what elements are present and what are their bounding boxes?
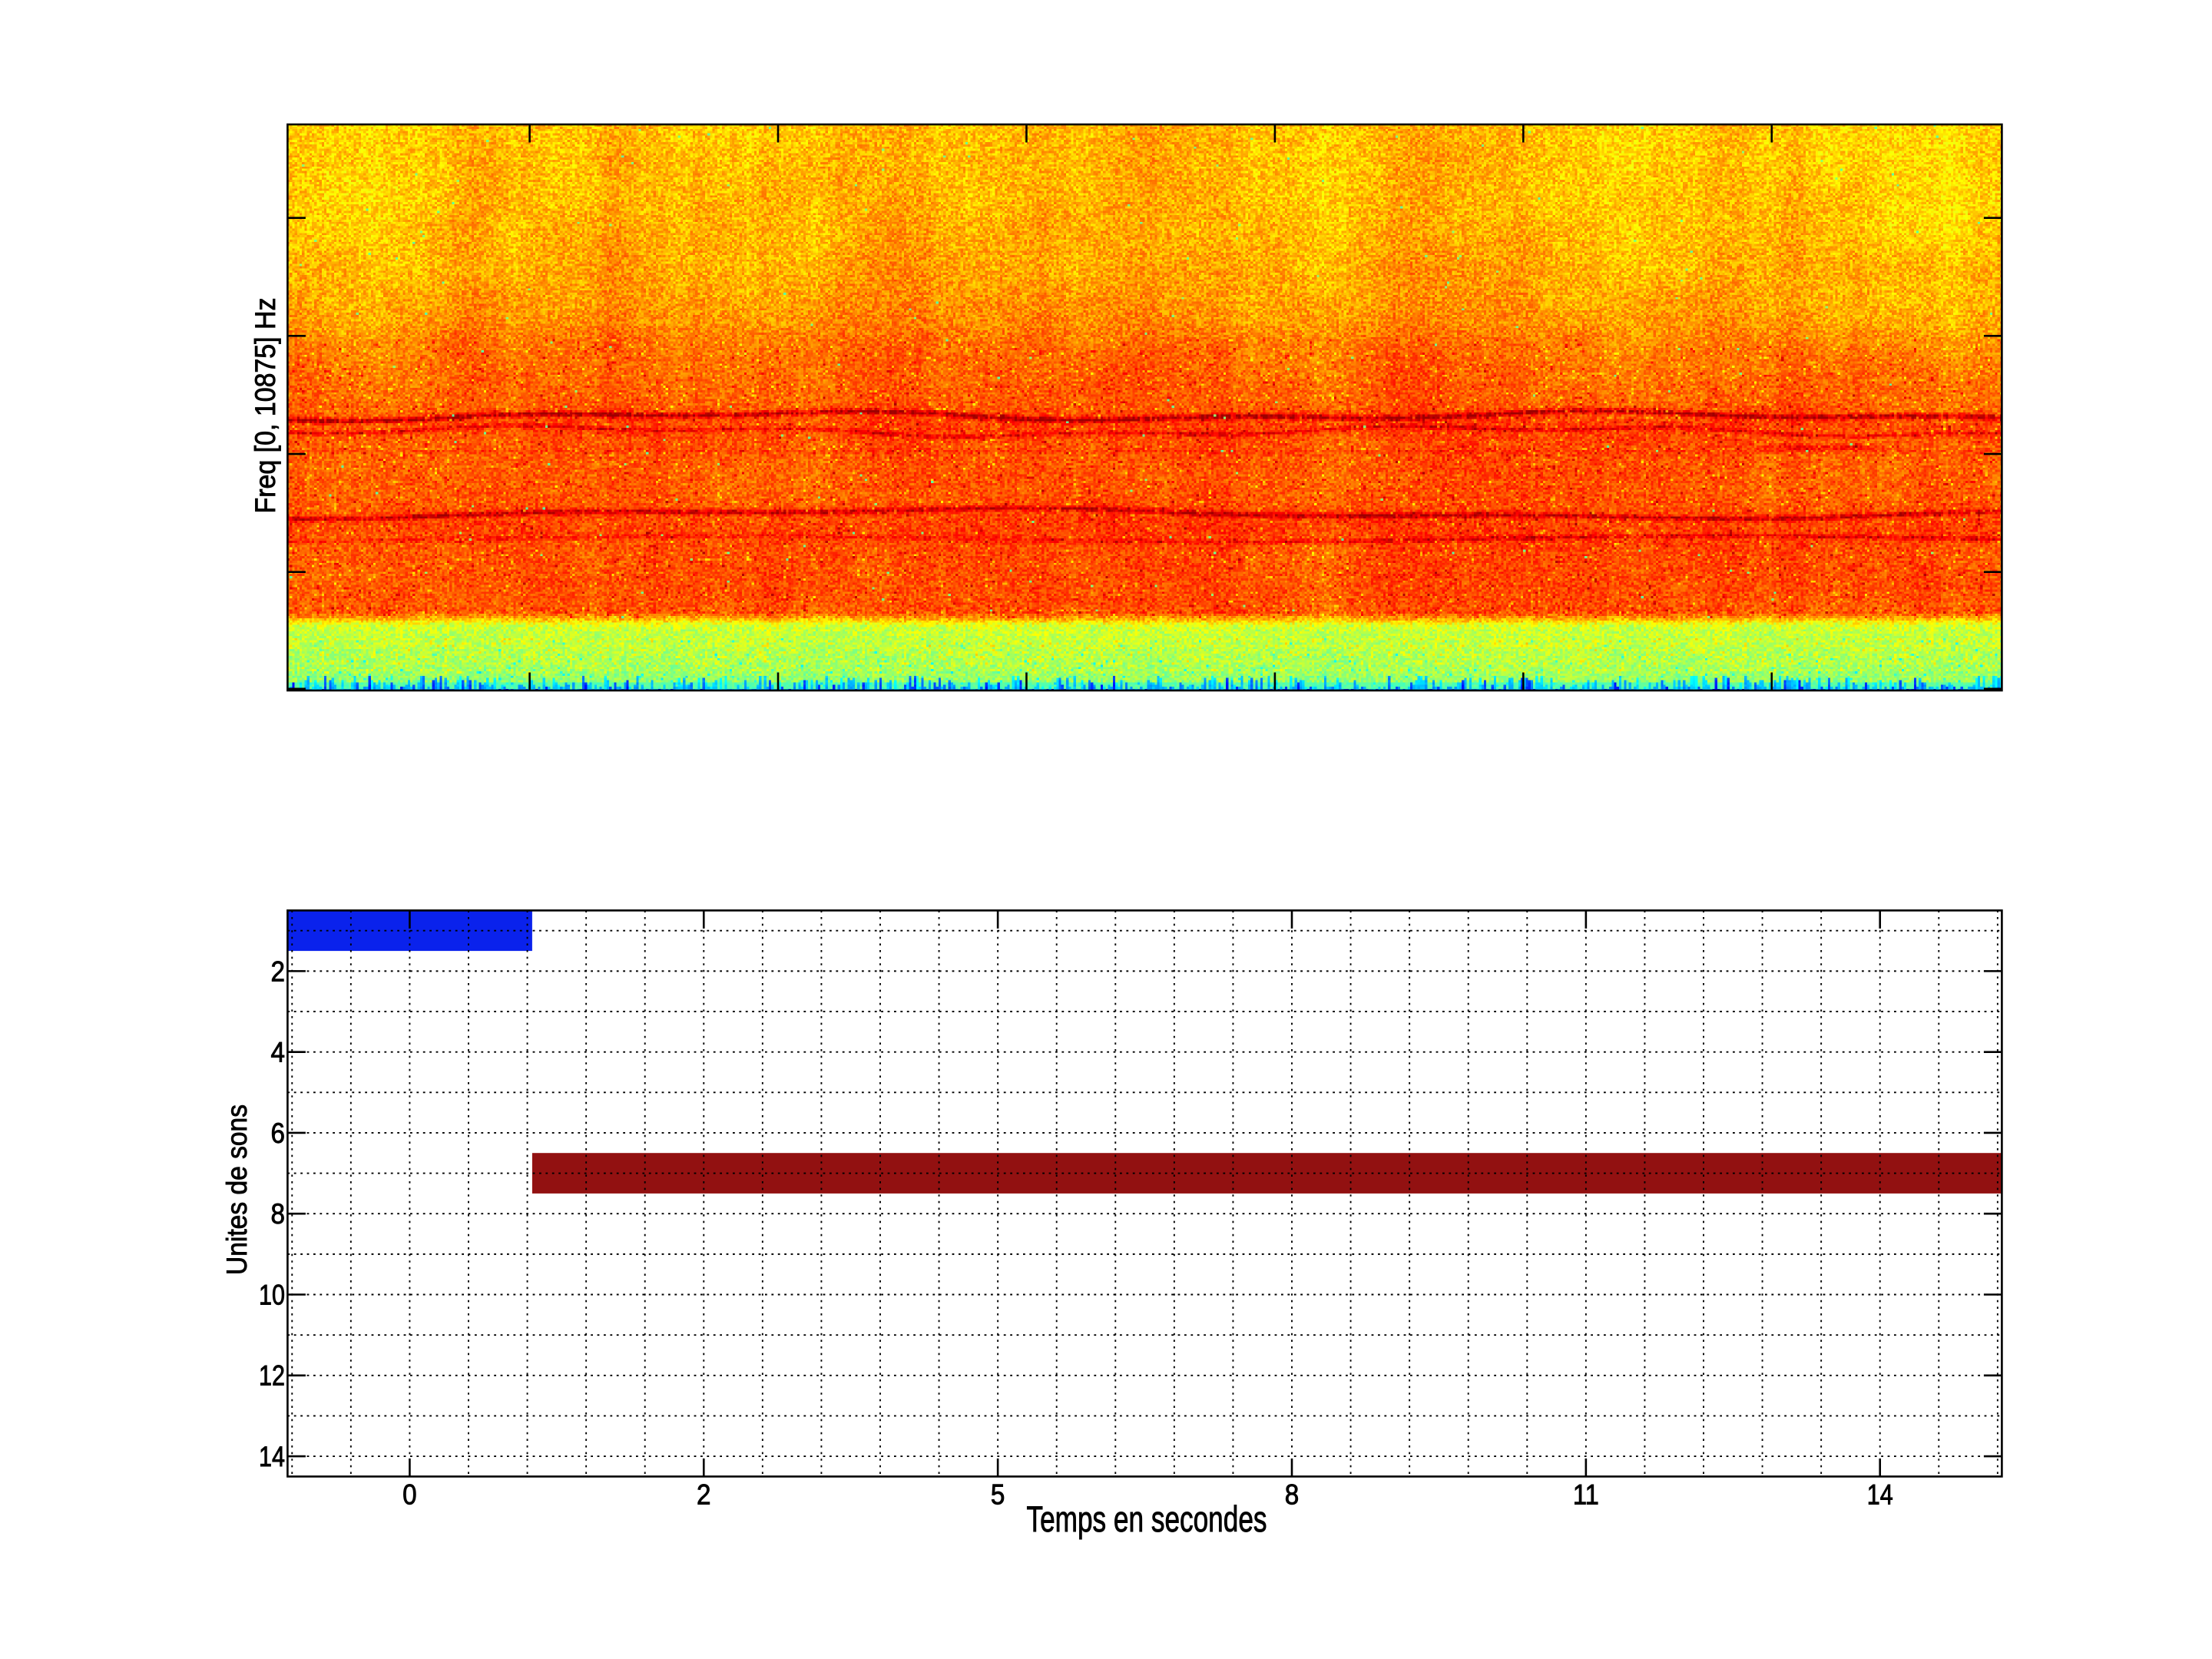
svg-text:12: 12 <box>259 1360 285 1392</box>
svg-text:5: 5 <box>991 1479 1005 1511</box>
svg-text:14: 14 <box>1867 1479 1893 1511</box>
svg-text:2: 2 <box>271 955 286 987</box>
svg-text:4: 4 <box>271 1037 286 1068</box>
svg-text:14: 14 <box>259 1441 285 1472</box>
svg-text:8: 8 <box>271 1198 286 1230</box>
svg-text:Temps en secondes: Temps en secondes <box>1027 1498 1267 1539</box>
svg-text:2: 2 <box>697 1479 711 1511</box>
svg-text:6: 6 <box>271 1118 286 1149</box>
svg-text:Freq [0, 10875] Hz: Freq [0, 10875] Hz <box>250 298 281 514</box>
svg-text:10: 10 <box>259 1279 285 1310</box>
svg-text:Unites de sons: Unites de sons <box>221 1104 253 1275</box>
svg-text:11: 11 <box>1573 1479 1599 1511</box>
svg-text:8: 8 <box>1285 1479 1300 1511</box>
svg-text:0: 0 <box>402 1479 417 1511</box>
